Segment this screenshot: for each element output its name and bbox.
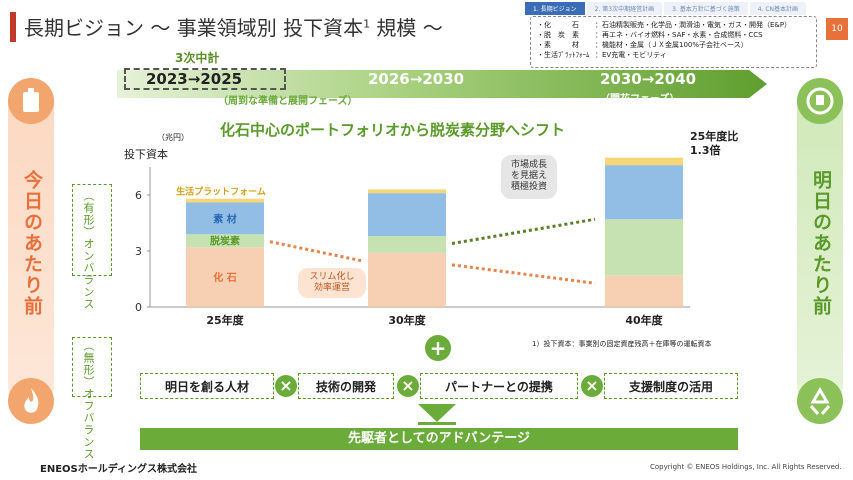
page-title: 長期ビジョン 〜 事業領域別 投下資本1 規模 〜 <box>24 16 443 40</box>
right-side-text: 明日のあたり前 <box>810 170 832 317</box>
phase-2-range: 2026→2030 <box>368 70 465 88</box>
stacked-bar-chart: 0 3 6 25年度 30年度 40年度 化 石 脱炭素 素 材 生活プラットフォーム <box>135 157 690 327</box>
ev-plug-icon <box>806 87 834 115</box>
phase-1-range: 2023→2025 <box>146 70 243 88</box>
page-number: 10 <box>826 18 848 40</box>
legend-row-life: ・生活ﾌﾟﾗｯﾄﾌｫｰﾑ ：EV充電・モビリティ <box>537 50 810 60</box>
bar-素材 <box>368 193 446 237</box>
factor-technology: 技術の開発 <box>298 373 394 399</box>
section-tabs: 1. 長期ビジョン 2. 第3次中期経営計画 3. 基本方針に基づく施策 4. … <box>525 2 807 15</box>
x-tick-label: 30年度 <box>388 313 426 327</box>
trend-arrow-fossil-1 <box>269 240 363 263</box>
company-logo: ENEOSホールディングス株式会社 <box>40 464 198 475</box>
y-tick-label: 0 <box>135 301 142 314</box>
phase-3-sub: （開花フェーズ） <box>600 94 680 105</box>
right-top-badge <box>797 78 843 124</box>
legend-row-materials: ・素 材 ：機能材・金属（ＪＸ金属100%子会社ベース） <box>537 40 810 50</box>
left-top-badge <box>8 78 54 124</box>
ratio-label: 25年度比 1.3倍 <box>690 130 739 157</box>
down-arrow-icon <box>418 404 456 425</box>
multiply-icon: × <box>397 375 419 397</box>
left-side-text: 今日のあたり前 <box>21 170 43 317</box>
plus-icon: + <box>425 335 451 361</box>
legend-row-decarbon: ・脱 炭 素 ：再エネ・バイオ燃料・SAF・水素・合成燃料・CCS <box>537 30 810 40</box>
x-tick-label: 25年度 <box>206 313 244 327</box>
bar-素材 <box>186 202 264 235</box>
title-accent-bar <box>10 12 16 42</box>
current-phase-box <box>124 68 286 90</box>
bar-化石 <box>605 275 683 307</box>
legend-key: ・生活ﾌﾟﾗｯﾄﾌｫｰﾑ <box>537 51 590 59</box>
legend-row-fossil: ・化 石 ：石油精製販売・化学品・潤滑油・電気・ガス・開発（E&P） <box>537 20 810 30</box>
bar-化石 <box>368 252 446 307</box>
recycle-icon <box>809 387 831 415</box>
phase-3-range: 2030→2040 <box>600 70 697 88</box>
bar-脱炭素 <box>605 219 683 276</box>
chart-headline: 化石中心のポートフォリオから脱炭素分野へシフト <box>220 121 566 139</box>
legend-key: ・脱 炭 素 <box>537 31 579 39</box>
legend-value: ：再エネ・バイオ燃料・SAF・水素・合成燃料・CCS <box>595 31 763 39</box>
series-label: 化 石 <box>213 271 236 284</box>
multiply-icon: × <box>581 375 603 397</box>
tab-long-term-vision[interactable]: 1. 長期ビジョン <box>525 2 585 15</box>
off-balance-box <box>72 337 112 397</box>
bar-化石 <box>186 247 264 307</box>
title-superscript: 1 <box>363 17 371 31</box>
y-axis-unit: （兆円） <box>157 133 189 142</box>
legend-value: ：石油精製販売・化学品・潤滑油・電気・ガス・開発（E&P） <box>595 21 792 29</box>
copyright: Copyright © ENEOS Holdings, Inc. All Rig… <box>650 463 842 471</box>
factor-support: 支援制度の活用 <box>604 373 738 399</box>
advantage-banner: 先駆者としてのアドバンテージ <box>140 428 738 450</box>
on-balance-label: （有形）オンバランス <box>82 190 95 310</box>
bar-脱炭素 <box>368 236 446 253</box>
phase-1-sub: （周到な準備と展開フェーズ） <box>218 96 358 107</box>
y-axis-label: 投下資本 <box>124 148 168 161</box>
legend-key: ・化 石 <box>537 21 579 29</box>
factor-partnership: パートナーとの提携 <box>420 373 578 399</box>
x-tick-label: 40年度 <box>625 313 663 327</box>
bar-生活プラットフォーム <box>605 157 683 166</box>
title-suffix: 規模 〜 <box>370 16 443 40</box>
y-tick-label: 6 <box>135 189 142 202</box>
tab-medium-term-plan[interactable]: 2. 第3次中期経営計画 <box>586 2 663 15</box>
right-bottom-badge <box>797 378 843 424</box>
trend-arrow-growth <box>451 217 596 246</box>
multiply-icon: × <box>275 375 297 397</box>
series-label: 脱炭素 <box>210 235 240 248</box>
bar-生活プラットフォーム <box>186 198 264 203</box>
tab-basic-policy[interactable]: 3. 基本方針に基づく施策 <box>664 2 748 15</box>
phase-plan-label: 3次中計 <box>175 51 220 65</box>
right-side-panel <box>797 78 843 408</box>
fuel-can-icon <box>23 88 39 112</box>
tab-cn-plan[interactable]: 4. CN基本計画 <box>749 2 807 15</box>
off-balance-label: （無形）オフバランス <box>82 340 95 460</box>
bar-素材 <box>605 165 683 220</box>
left-bottom-badge <box>8 378 54 424</box>
bar-生活プラットフォーム <box>368 189 446 194</box>
legend-value: ：機能材・金属（ＪＸ金属100%子会社ベース） <box>595 41 748 49</box>
series-label: 生活プラットフォーム <box>176 186 266 198</box>
bubble-invest: 市場成長 を見据え 積極投資 <box>501 155 557 199</box>
phase-arrow <box>117 70 767 98</box>
y-tick-label: 3 <box>135 245 142 258</box>
left-side-panel <box>8 78 54 408</box>
segment-definitions: ・化 石 ：石油精製販売・化学品・潤滑油・電気・ガス・開発（E&P） ・脱 炭 素… <box>530 16 817 68</box>
factor-talent: 明日を創る人材 <box>140 373 274 399</box>
legend-key: ・素 材 <box>537 41 579 49</box>
on-balance-box <box>72 184 112 276</box>
legend-value: ：EV充電・モビリティ <box>595 51 667 59</box>
flame-icon <box>24 388 39 413</box>
trend-arrow-fossil-2 <box>451 263 596 285</box>
bubble-slim: スリム化し 効率運営 <box>298 268 366 298</box>
series-label: 素 材 <box>213 212 236 225</box>
footnote: 1）投下資本：事業別の固定資産残高＋在庫等の運転資本 <box>532 340 712 348</box>
bar-脱炭素 <box>186 234 264 248</box>
